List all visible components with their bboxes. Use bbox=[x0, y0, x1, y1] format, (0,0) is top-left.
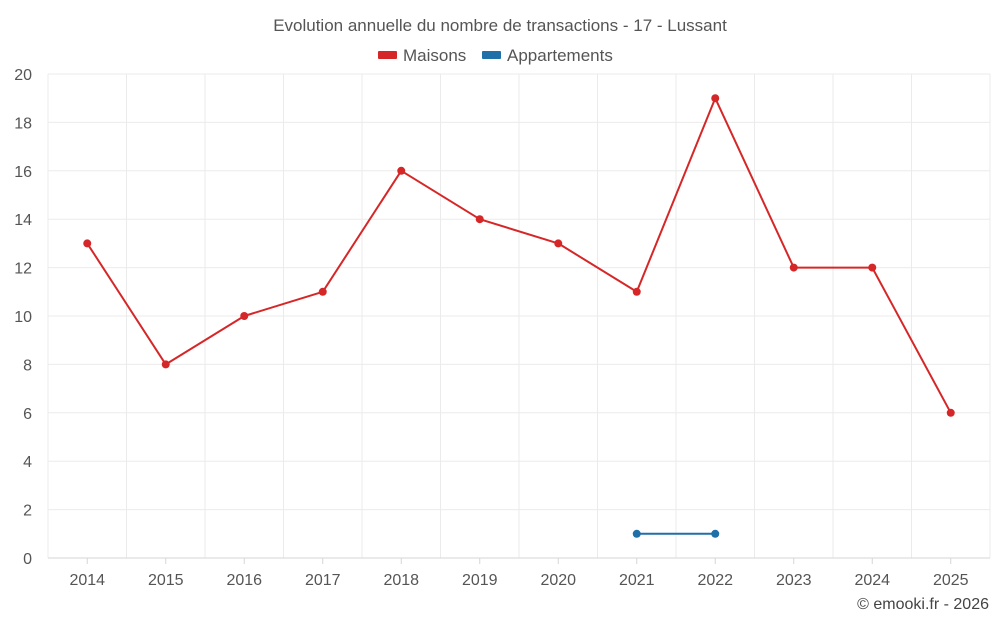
y-tick-label: 14 bbox=[14, 212, 32, 229]
x-tick-label: 2022 bbox=[697, 572, 733, 589]
data-point-maisons[interactable] bbox=[789, 263, 798, 272]
data-point-appartements[interactable] bbox=[632, 529, 641, 538]
x-tick-label: 2021 bbox=[619, 572, 655, 589]
legend: Maisons Appartements bbox=[378, 46, 613, 65]
y-tick-label: 8 bbox=[23, 357, 32, 374]
x-tick-label: 2020 bbox=[540, 572, 576, 589]
x-tick-label: 2015 bbox=[148, 572, 184, 589]
data-point-maisons[interactable] bbox=[868, 263, 877, 272]
data-point-maisons[interactable] bbox=[83, 239, 92, 248]
y-tick-label: 10 bbox=[14, 309, 32, 326]
x-tick-label: 2016 bbox=[226, 572, 262, 589]
legend-label-maisons: Maisons bbox=[403, 46, 466, 65]
data-point-maisons[interactable] bbox=[475, 215, 484, 224]
data-point-maisons[interactable] bbox=[711, 94, 720, 103]
x-tick-label: 2018 bbox=[383, 572, 419, 589]
data-point-appartements[interactable] bbox=[711, 529, 720, 538]
series bbox=[83, 94, 955, 538]
x-tick-label: 2024 bbox=[854, 572, 890, 589]
data-point-maisons[interactable] bbox=[161, 360, 170, 369]
data-point-maisons[interactable] bbox=[946, 408, 955, 417]
legend-swatch-maisons bbox=[378, 51, 397, 59]
x-tick-label: 2019 bbox=[462, 572, 498, 589]
series-maisons bbox=[83, 94, 955, 417]
axes: 0 2 4 6 8 10 12 14 16 18 20 2014 2015 2016 2017 2018 201… bbox=[14, 67, 990, 589]
data-point-maisons[interactable] bbox=[632, 287, 641, 296]
y-tick-label: 16 bbox=[14, 164, 32, 181]
data-point-maisons[interactable] bbox=[318, 287, 327, 296]
y-tick-label: 20 bbox=[14, 67, 32, 84]
y-tick-label: 6 bbox=[23, 406, 32, 423]
x-tick-label: 2023 bbox=[776, 572, 812, 589]
y-tick-label: 0 bbox=[23, 551, 32, 568]
grid bbox=[47, 73, 991, 558]
series-line-maisons bbox=[86, 97, 952, 414]
y-tick-label: 2 bbox=[23, 503, 32, 520]
data-point-maisons[interactable] bbox=[554, 239, 563, 248]
x-tick-label: 2025 bbox=[933, 572, 969, 589]
y-tick-label: 12 bbox=[14, 261, 32, 278]
legend-item-appartements[interactable]: Appartements bbox=[482, 46, 613, 65]
y-tick-label: 18 bbox=[14, 115, 32, 132]
legend-swatch-appartements bbox=[482, 51, 501, 59]
series-appartements bbox=[632, 529, 720, 538]
chart-title: Evolution annuelle du nombre de transact… bbox=[273, 16, 727, 35]
x-tick-label: 2014 bbox=[69, 572, 105, 589]
legend-item-maisons[interactable]: Maisons bbox=[378, 46, 466, 65]
y-tick-label: 4 bbox=[23, 454, 32, 471]
data-point-maisons[interactable] bbox=[240, 312, 249, 320]
credit-text: © emooki.fr - 2026 bbox=[857, 596, 989, 613]
legend-label-appartements: Appartements bbox=[507, 46, 613, 65]
data-point-maisons[interactable] bbox=[397, 166, 406, 175]
x-tick-label: 2017 bbox=[305, 572, 341, 589]
